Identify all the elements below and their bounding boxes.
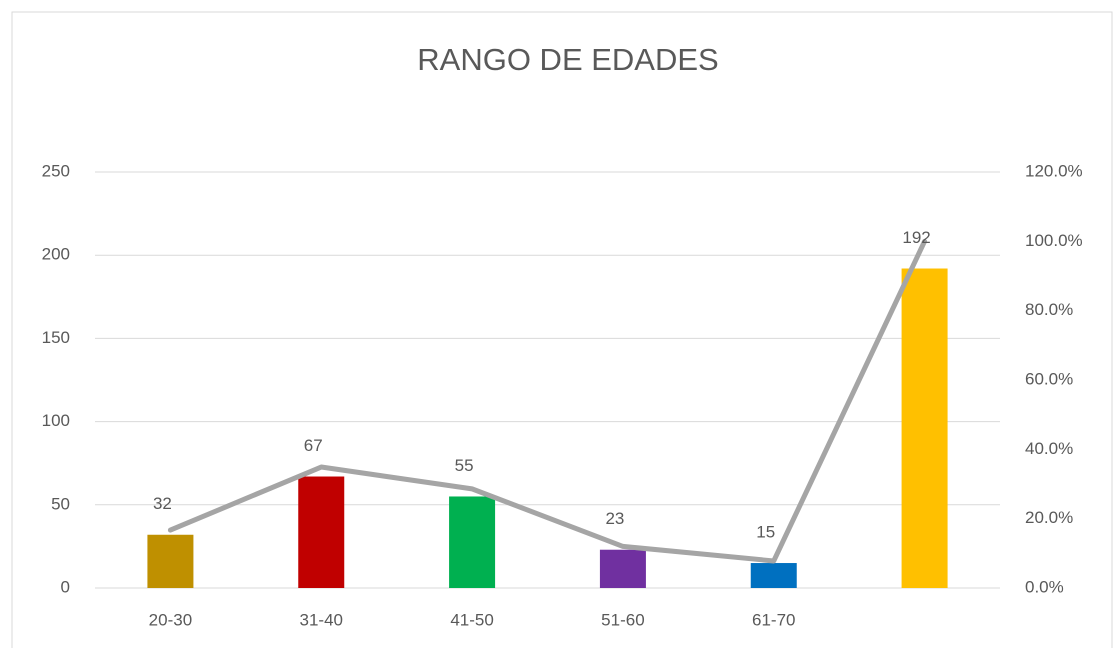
y-tick-label: 50: [51, 494, 70, 513]
x-tick-label: 20-30: [149, 610, 192, 629]
data-label: 15: [756, 523, 775, 542]
y-tick-label: 150: [42, 328, 70, 347]
y2-tick-label: 120.0%: [1025, 161, 1083, 180]
y2-tick-label: 20.0%: [1025, 508, 1073, 527]
x-tick-label: 41-50: [450, 610, 493, 629]
y-tick-label: 100: [42, 411, 70, 430]
y2-tick-label: 100.0%: [1025, 231, 1083, 250]
data-label: 55: [455, 456, 474, 475]
bar: [449, 496, 496, 588]
x-tick-label: 61-70: [752, 610, 795, 629]
data-label: 32: [153, 494, 172, 513]
bar: [901, 268, 948, 588]
bar: [750, 563, 797, 588]
x-tick-label: 51-60: [601, 610, 644, 629]
y-tick-label: 0: [61, 577, 70, 596]
line: [167, 238, 928, 564]
y2-tick-label: 80.0%: [1025, 300, 1073, 319]
bar: [298, 476, 345, 588]
y-tick-label: 250: [42, 161, 70, 180]
x-tick-label: 31-40: [300, 610, 343, 629]
bar: [147, 534, 194, 588]
y2-tick-label: 40.0%: [1025, 439, 1073, 458]
y-tick-label: 200: [42, 245, 70, 264]
y2-tick-label: 0.0%: [1025, 577, 1064, 596]
data-label: 192: [902, 228, 930, 247]
data-label: 67: [304, 436, 323, 455]
data-label: 23: [605, 509, 624, 528]
y2-tick-label: 60.0%: [1025, 369, 1073, 388]
bar: [599, 549, 646, 588]
chart-title: RANGO DE EDADES: [417, 42, 718, 77]
